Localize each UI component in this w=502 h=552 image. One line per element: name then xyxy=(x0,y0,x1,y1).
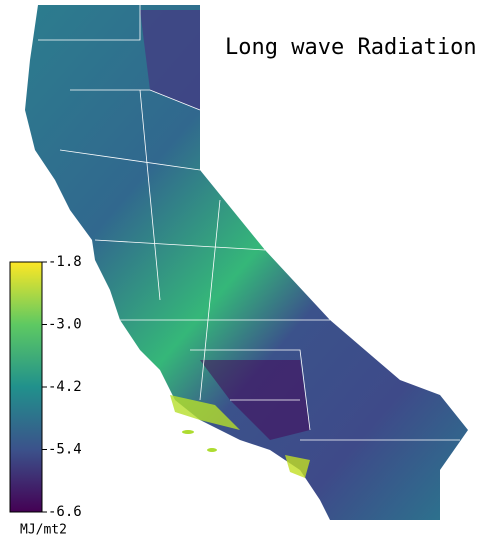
northeast-dark xyxy=(140,10,200,110)
coast-bright xyxy=(170,395,240,430)
county-lines xyxy=(38,5,460,441)
island xyxy=(182,430,194,434)
island xyxy=(207,448,217,452)
colorbar-tick-label: -3.0 xyxy=(48,317,82,333)
colorbar-tick-label: -6.6 xyxy=(48,504,82,520)
colorbar-label: MJ/mt2 xyxy=(20,523,67,538)
coast-bright xyxy=(285,455,310,478)
colorbar-tick-label: -4.2 xyxy=(48,379,82,395)
colorbar-tick-label: -5.4 xyxy=(48,442,82,458)
california xyxy=(25,5,468,520)
colorbar-tick-label: -1.8 xyxy=(48,254,82,270)
colorbar xyxy=(9,261,43,513)
title: Long wave Radiation xyxy=(225,35,477,60)
